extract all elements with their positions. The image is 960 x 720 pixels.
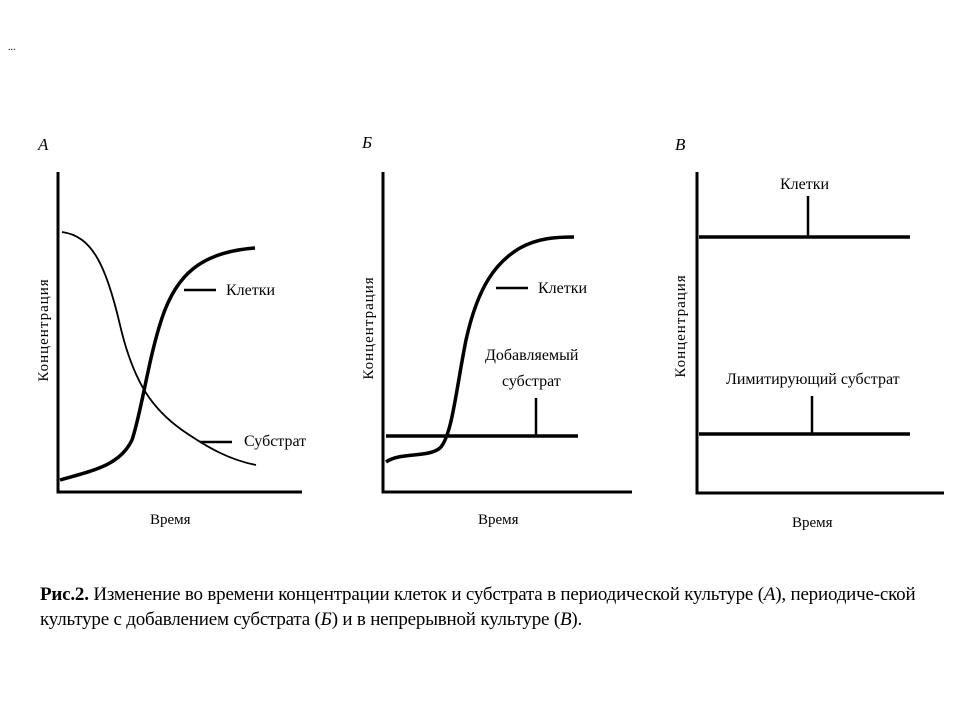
panel-a-axes (56, 172, 302, 494)
panel-b-label: Б (361, 133, 372, 152)
panel-a-xlabel: Время (150, 512, 191, 528)
panel-b-substrate-label-line1: Добавляемый (485, 347, 579, 364)
panel-b-substrate-label-line2: субстрат (502, 373, 561, 390)
panel-v-label: В (675, 135, 686, 154)
panel-a-substrate-label: Субстрат (244, 433, 306, 450)
panel-v-axes (695, 172, 944, 495)
panel-a: А Концентрация Время Клетки Субстрат (36, 135, 306, 528)
panel-a-ylabel: Концентрация (36, 278, 52, 381)
panel-v-ylabel: Концентрация (673, 274, 689, 377)
figure-caption: Рис.2. Изменение во времени концентрации… (40, 582, 940, 632)
panel-b-cells-curve (384, 235, 575, 464)
panel-a-cells-curve (59, 246, 256, 482)
caption-text-3: ) и в непрерывной культуре ( (331, 609, 560, 630)
panel-b-ylabel: Концентрация (361, 276, 377, 379)
panel-a-label: А (37, 135, 49, 154)
caption-text-1: Изменение во времени концентрации клеток… (88, 584, 764, 605)
caption-text-4: ). (571, 609, 583, 630)
panel-b-cells-label: Клетки (538, 280, 588, 297)
panel-a-substrate-curve (61, 231, 257, 466)
caption-text-2: ), периодиче-ской культуре с добавлением… (40, 584, 916, 630)
panel-v-xlabel: Время (792, 515, 833, 531)
caption-ref-a: А (763, 584, 776, 605)
panel-v-substrate-label: Лимитирующий субстрат (726, 371, 900, 388)
panel-a-cells-label: Клетки (226, 282, 276, 299)
panel-v: В Концентрация Время Клетки Лимитирующий… (673, 135, 944, 531)
caption-lead: Рис.2. (40, 584, 89, 605)
header-mark: ... (8, 42, 16, 53)
caption-ref-b: Б (320, 609, 332, 630)
panel-v-cells-label: Клетки (780, 176, 830, 193)
panel-b-xlabel: Время (478, 512, 519, 528)
caption-ref-v: В (559, 609, 572, 630)
panel-b-axes (381, 172, 632, 494)
panel-b: Б Концентрация Время Клетки Добавляемый … (361, 133, 632, 528)
